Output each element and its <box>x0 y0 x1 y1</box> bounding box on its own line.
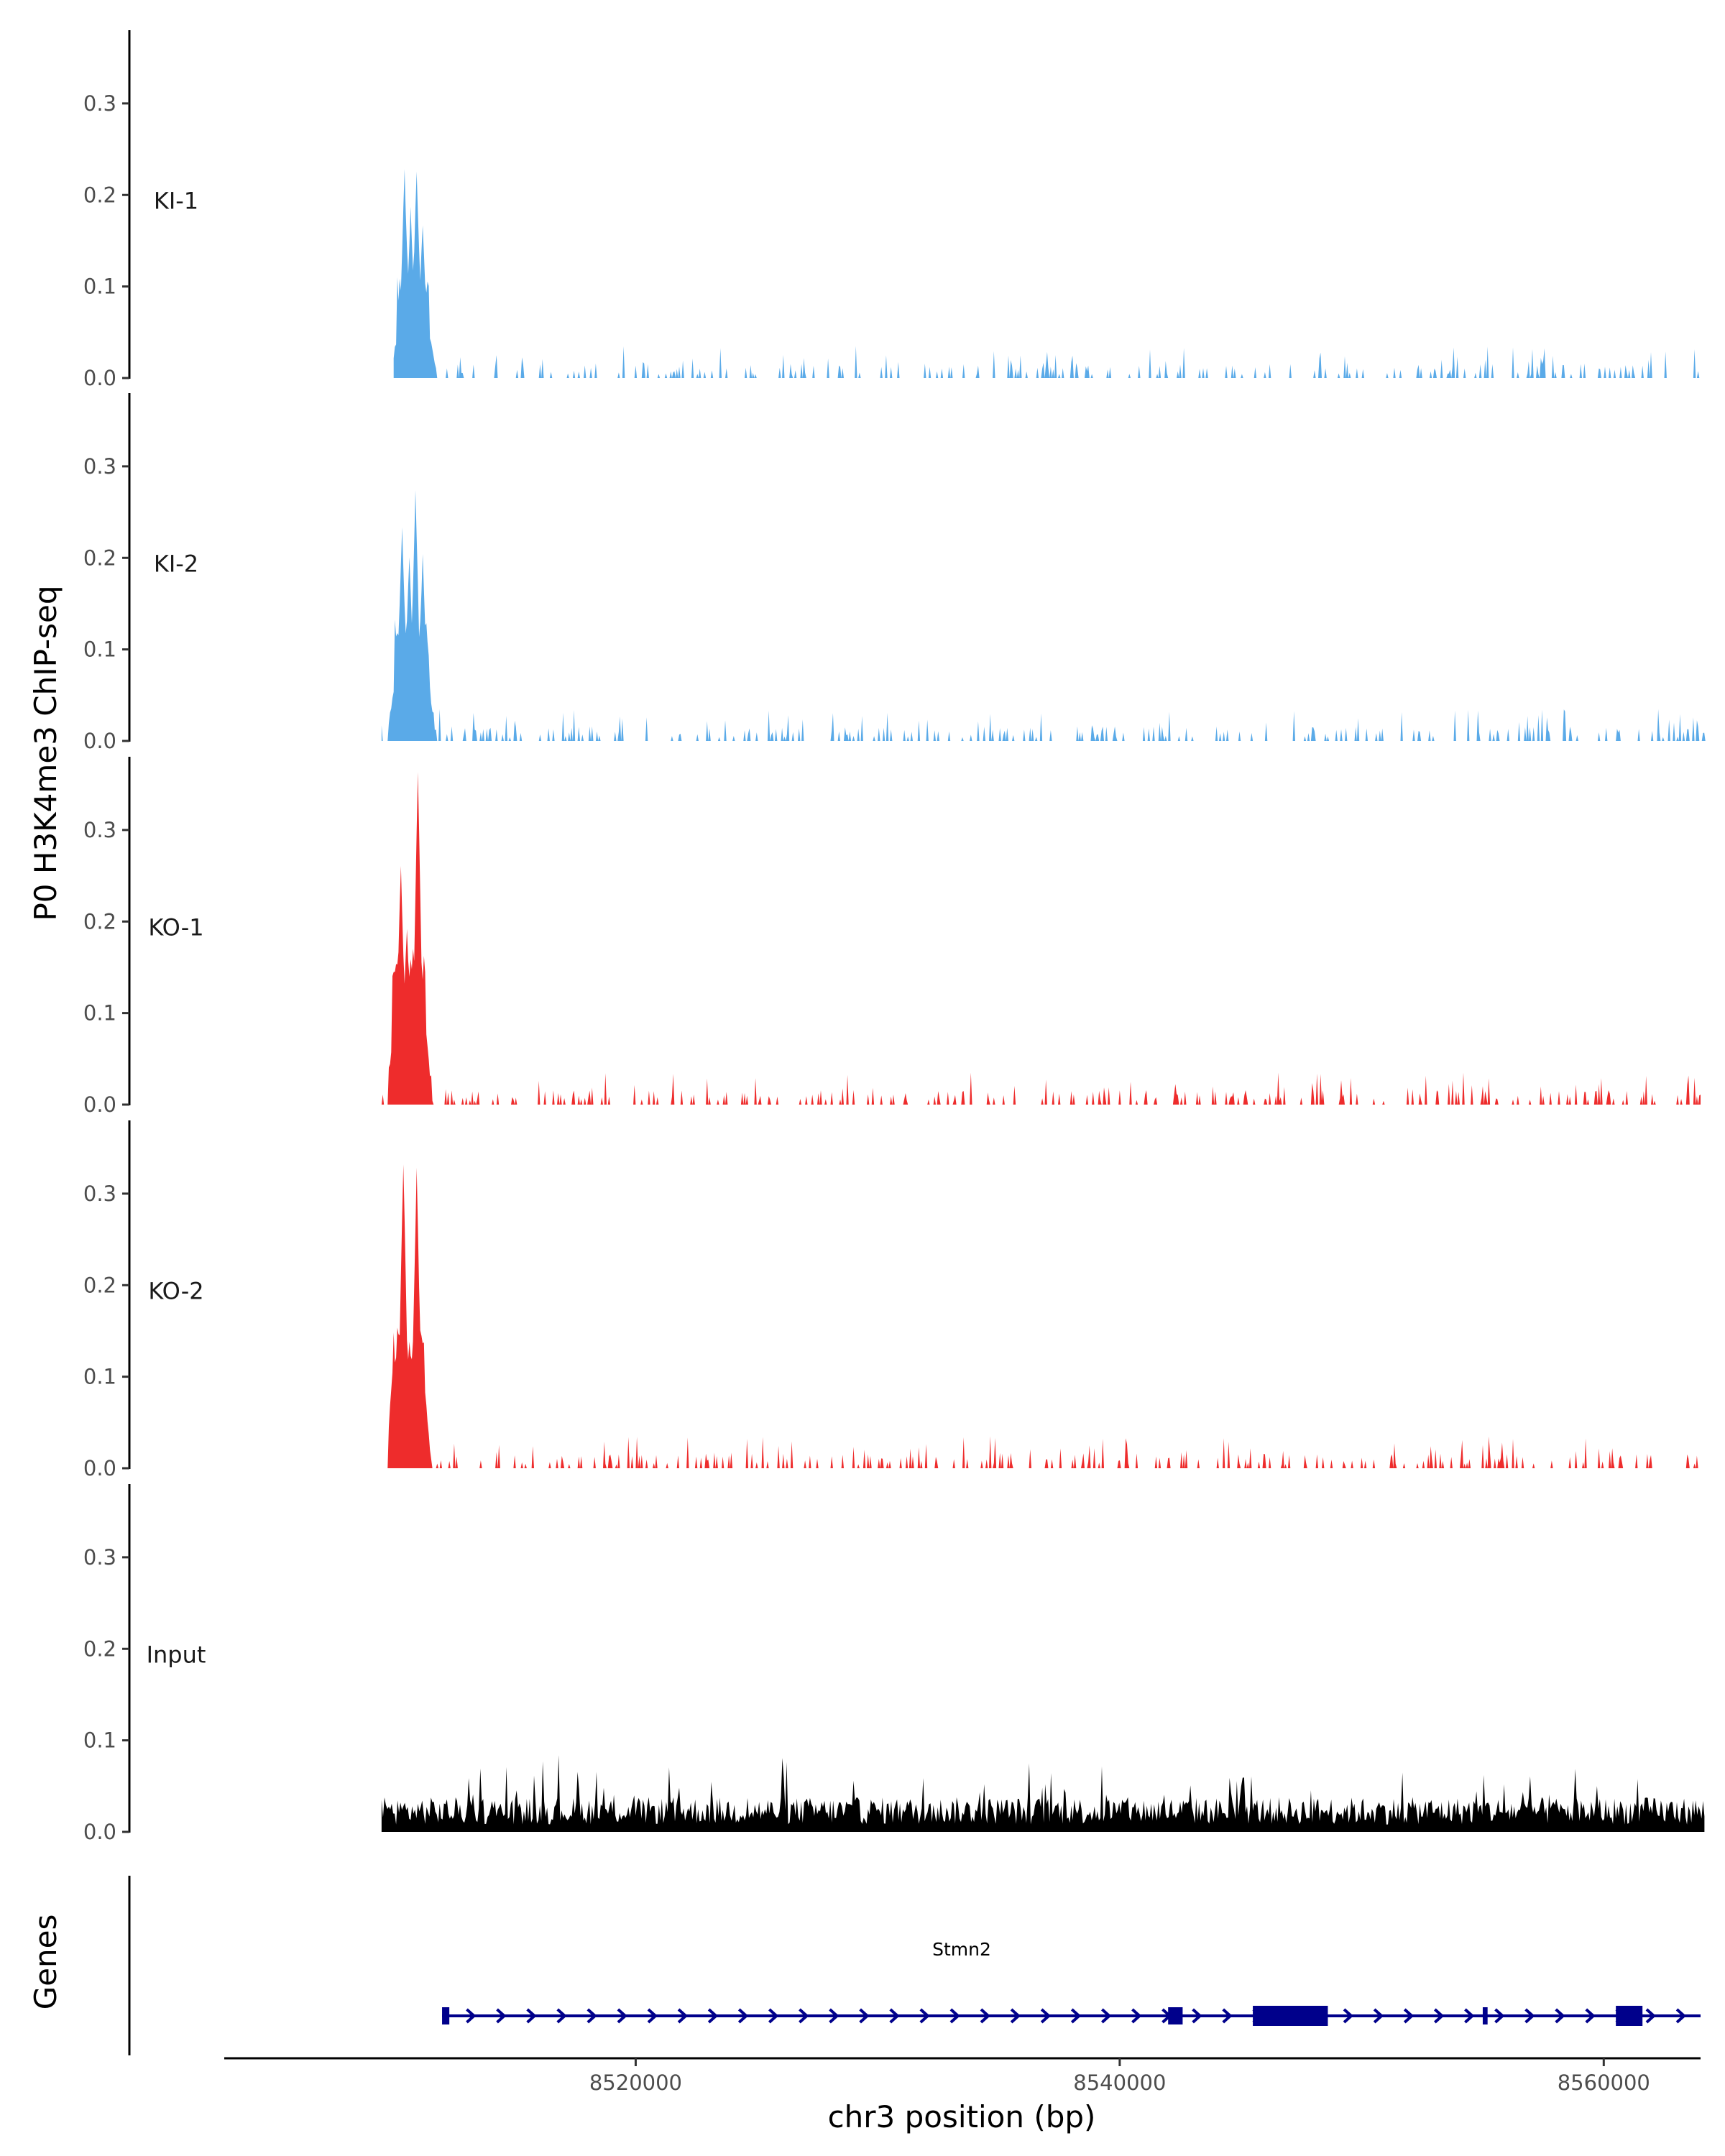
strand-chevron <box>466 2008 477 2024</box>
strand-chevron <box>1010 2008 1021 2024</box>
signal-area-input <box>381 1755 1705 1832</box>
strand-chevron <box>1645 2008 1656 2024</box>
strand-chevron <box>1585 2008 1596 2024</box>
strand-chevron <box>1040 2008 1052 2024</box>
signal-area-ki-2 <box>381 490 1706 741</box>
strand-chevron <box>768 2008 779 2024</box>
y-tick-label: 0.0 <box>83 1456 116 1480</box>
x-tick-label: 8520000 <box>589 2070 682 2095</box>
strand-chevron <box>859 2008 870 2024</box>
genes-axis-title: Genes <box>28 1915 63 2010</box>
tracks: 0.00.10.20.3KI-10.00.10.20.3KI-20.00.10.… <box>83 30 1706 1844</box>
track-label: KI-2 <box>154 550 198 577</box>
strand-chevron <box>1524 2008 1535 2024</box>
y-tick-label: 0.3 <box>83 91 116 116</box>
y-tick-label: 0.2 <box>83 545 116 570</box>
track-label: KO-1 <box>148 913 203 941</box>
gene-exon <box>1482 2007 1488 2024</box>
y-tick-label: 0.0 <box>83 1092 116 1117</box>
strand-chevron <box>1675 2008 1687 2024</box>
y-tick-label: 0.2 <box>83 183 116 207</box>
track-ko-1: 0.0 0.1 0.2 0.3 KO-1 <box>83 757 1701 1117</box>
strand-chevron <box>526 2008 537 2024</box>
x-tick-label: 8560000 <box>1558 2070 1650 2095</box>
strand-chevron <box>1101 2008 1112 2024</box>
strand-chevron <box>1343 2008 1354 2024</box>
strand-chevron <box>889 2008 900 2024</box>
strand-chevron <box>586 2008 597 2024</box>
strand-chevron <box>1434 2008 1445 2024</box>
strand-chevron <box>1070 2008 1082 2024</box>
strand-chevron <box>707 2008 719 2024</box>
y-tick-label: 0.1 <box>83 1001 116 1026</box>
track-label: KI-1 <box>154 187 198 214</box>
y-tick-label: 0.3 <box>83 1181 116 1206</box>
gene-exon <box>442 2007 450 2024</box>
strand-chevron <box>949 2008 960 2024</box>
strand-chevron <box>496 2008 507 2024</box>
track-ki-1: 0.0 0.1 0.2 0.3 KI-1 <box>83 30 1706 390</box>
strand-chevron <box>1222 2008 1233 2024</box>
track-label: Input <box>147 1641 206 1668</box>
x-axis-title: chr3 position (bp) <box>828 2099 1096 2134</box>
y-tick-label: 0.1 <box>83 1728 116 1753</box>
strand-chevron <box>829 2008 840 2024</box>
strand-chevron <box>1373 2008 1384 2024</box>
gene-exon <box>1253 2006 1328 2026</box>
gene-exon <box>1168 2007 1183 2024</box>
strand-chevron <box>1464 2008 1475 2024</box>
gene-name-label: Stmn2 <box>932 1939 991 1960</box>
strand-chevron <box>556 2008 567 2024</box>
strand-chevron <box>677 2008 689 2024</box>
strand-chevron <box>1192 2008 1202 2024</box>
y-tick-label: 0.2 <box>83 909 116 934</box>
x-tick-label: 8540000 <box>1073 2070 1166 2095</box>
strand-chevron <box>799 2008 809 2024</box>
y-tick-label: 0.2 <box>83 1636 116 1661</box>
y-tick-label: 0.3 <box>83 454 116 479</box>
y-tick-label: 0.1 <box>83 275 116 299</box>
y-tick-label: 0.3 <box>83 1545 116 1570</box>
y-axis-title: P0 H3K4me3 ChIP-seq <box>28 585 63 921</box>
signal-area-ko-1 <box>381 772 1701 1105</box>
track-input: 0.0 0.1 0.2 0.3 Input <box>83 1484 1705 1844</box>
strand-chevron <box>919 2008 930 2024</box>
strand-chevron <box>617 2008 627 2024</box>
gene-panel: Stmn2 <box>128 1876 1701 2055</box>
gene-exon <box>1616 2006 1643 2026</box>
x-axis: 8520000 8540000 8560000 <box>224 2057 1701 2095</box>
strand-chevron <box>1131 2008 1142 2024</box>
y-tick-label: 0.2 <box>83 1273 116 1297</box>
y-tick-label: 0.3 <box>83 818 116 842</box>
y-tick-label: 0.0 <box>83 1820 116 1844</box>
track-ko-2: 0.0 0.1 0.2 0.3 KO-2 <box>83 1120 1706 1480</box>
y-tick-label: 0.1 <box>83 1365 116 1389</box>
signal-area-ko-2 <box>381 1164 1706 1468</box>
y-tick-label: 0.0 <box>83 729 116 753</box>
y-tick-label: 0.1 <box>83 637 116 662</box>
strand-chevron <box>980 2008 990 2024</box>
strand-chevron <box>737 2008 749 2024</box>
y-tick-label: 0.0 <box>83 366 116 390</box>
strand-chevron <box>647 2008 658 2024</box>
strand-chevron <box>1494 2008 1505 2024</box>
strand-chevron <box>1555 2008 1565 2024</box>
signal-area-ki-1 <box>393 169 1706 379</box>
track-ki-2: 0.0 0.1 0.2 0.3 KI-2 <box>83 393 1706 753</box>
track-label: KO-2 <box>148 1277 203 1304</box>
strand-chevron <box>1403 2008 1414 2024</box>
